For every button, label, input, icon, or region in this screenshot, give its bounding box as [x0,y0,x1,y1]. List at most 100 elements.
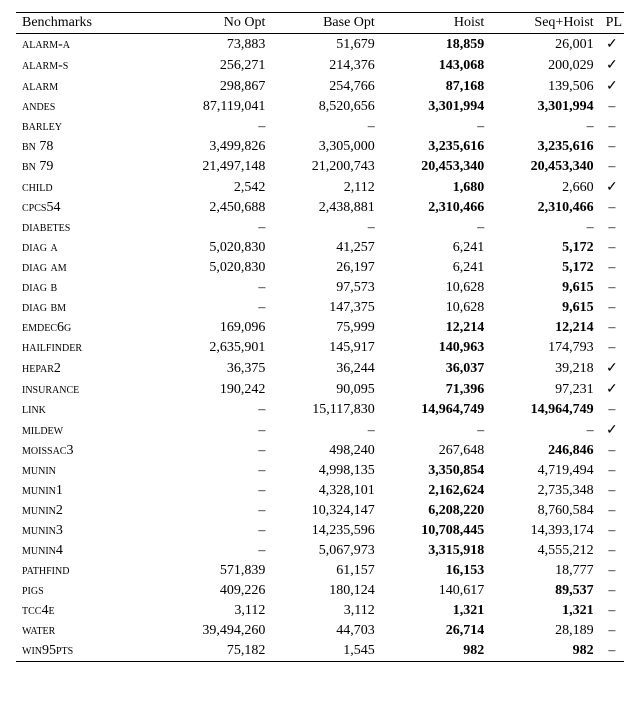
cell-hoist: 3,350,854 [381,461,490,481]
table-row: bn 7921,497,14821,200,74320,453,34020,45… [16,157,624,177]
cell-baseopt: 5,067,973 [271,541,380,561]
table-row: alarm298,867254,76687,168139,506✓ [16,76,624,97]
cell-pl: – [600,238,624,258]
bench-prefix: munin [22,483,56,498]
cell-seqhoist: 14,964,749 [490,400,599,420]
table-row: diag b–97,57310,6289,615– [16,278,624,298]
cell-hoist: 14,964,749 [381,400,490,420]
cell-baseopt: 498,240 [271,441,380,461]
cell-baseopt: 26,197 [271,258,380,278]
bench-suffix: pts [56,643,73,658]
cell-pl: ✓ [600,358,624,379]
cell-seqhoist: 174,793 [490,338,599,358]
cell-benchmark: insurance [16,379,162,400]
bench-suffix: g [64,320,71,335]
cell-benchmark: diabetes [16,218,162,238]
cell-seqhoist: 5,172 [490,238,599,258]
cell-benchmark: moissac3 [16,441,162,461]
table-row: insurance190,24290,09571,39697,231✓ [16,379,624,400]
table-row: tcc4e3,1123,1121,3211,321– [16,601,624,621]
cell-hoist: 143,068 [381,55,490,76]
cell-noopt: – [162,420,271,441]
bench-number: 1 [56,483,63,498]
cell-seqhoist: 3,235,616 [490,137,599,157]
cell-hoist: 26,714 [381,621,490,641]
cell-seqhoist: 2,310,466 [490,198,599,218]
table-row: diabetes––––– [16,218,624,238]
cell-pl: ✓ [600,379,624,400]
cell-benchmark: alarm-a [16,34,162,56]
bench-number: 2 [54,361,61,376]
cell-noopt: 2,542 [162,177,271,198]
bench-number: 2 [56,503,63,518]
bench-prefix: barley [22,119,62,134]
cell-seqhoist: 1,321 [490,601,599,621]
cell-hoist: 10,628 [381,298,490,318]
cell-seqhoist: 26,001 [490,34,599,56]
cell-pl: – [600,501,624,521]
cell-pl: ✓ [600,420,624,441]
cell-benchmark: emdec6g [16,318,162,338]
cell-baseopt: 2,438,881 [271,198,380,218]
cell-seqhoist: 9,615 [490,278,599,298]
cell-hoist: 3,235,616 [381,137,490,157]
cell-baseopt: 180,124 [271,581,380,601]
bench-number: 95 [42,643,56,658]
cell-noopt: 39,494,260 [162,621,271,641]
cell-hoist: 12,214 [381,318,490,338]
cell-seqhoist: 246,846 [490,441,599,461]
table-row: munin1–4,328,1012,162,6242,735,348– [16,481,624,501]
cell-noopt: 169,096 [162,318,271,338]
cell-noopt: 298,867 [162,76,271,97]
cell-noopt: 5,020,830 [162,258,271,278]
cell-benchmark: diag a [16,238,162,258]
bench-prefix: diag bm [22,300,66,315]
bench-prefix: diag a [22,240,58,255]
cell-baseopt: 41,257 [271,238,380,258]
cell-pl: – [600,541,624,561]
cell-pl: – [600,400,624,420]
cell-baseopt: 3,112 [271,601,380,621]
cell-pl: – [600,521,624,541]
bench-prefix: alarm [22,79,58,94]
table-row: hailfinder2,635,901145,917140,963174,793… [16,338,624,358]
bench-prefix: child [22,180,53,195]
cell-benchmark: andes [16,97,162,117]
cell-benchmark: alarm [16,76,162,97]
cell-noopt: 21,497,148 [162,157,271,177]
cell-seqhoist: 3,301,994 [490,97,599,117]
cell-baseopt: 3,305,000 [271,137,380,157]
bench-suffix: e [48,603,54,618]
cell-baseopt: 15,117,830 [271,400,380,420]
cell-baseopt: 254,766 [271,76,380,97]
cell-hoist: 36,037 [381,358,490,379]
cell-noopt: – [162,117,271,137]
cell-noopt: 5,020,830 [162,238,271,258]
bench-prefix: munin [22,523,56,538]
cell-noopt: 87,119,041 [162,97,271,117]
cell-pl: – [600,561,624,581]
cell-pl: – [600,97,624,117]
cell-benchmark: diag am [16,258,162,278]
cell-seqhoist: 139,506 [490,76,599,97]
cell-benchmark: bn 79 [16,157,162,177]
bench-prefix: diag b [22,280,57,295]
cell-noopt: 2,635,901 [162,338,271,358]
col-baseopt: Base Opt [271,13,380,34]
cell-hoist: 16,153 [381,561,490,581]
cell-hoist: 267,648 [381,441,490,461]
cell-seqhoist: 5,172 [490,258,599,278]
cell-noopt: – [162,298,271,318]
bench-prefix: alarm-s [22,58,68,73]
bench-prefix: link [22,402,46,417]
cell-noopt: – [162,541,271,561]
cell-pl: – [600,218,624,238]
cell-seqhoist: 97,231 [490,379,599,400]
cell-seqhoist: 39,218 [490,358,599,379]
cell-pl: – [600,157,624,177]
bench-number: 79 [39,159,53,174]
cell-baseopt: 4,998,135 [271,461,380,481]
bench-number: 6 [57,320,64,335]
cell-pl: – [600,278,624,298]
cell-noopt: – [162,400,271,420]
